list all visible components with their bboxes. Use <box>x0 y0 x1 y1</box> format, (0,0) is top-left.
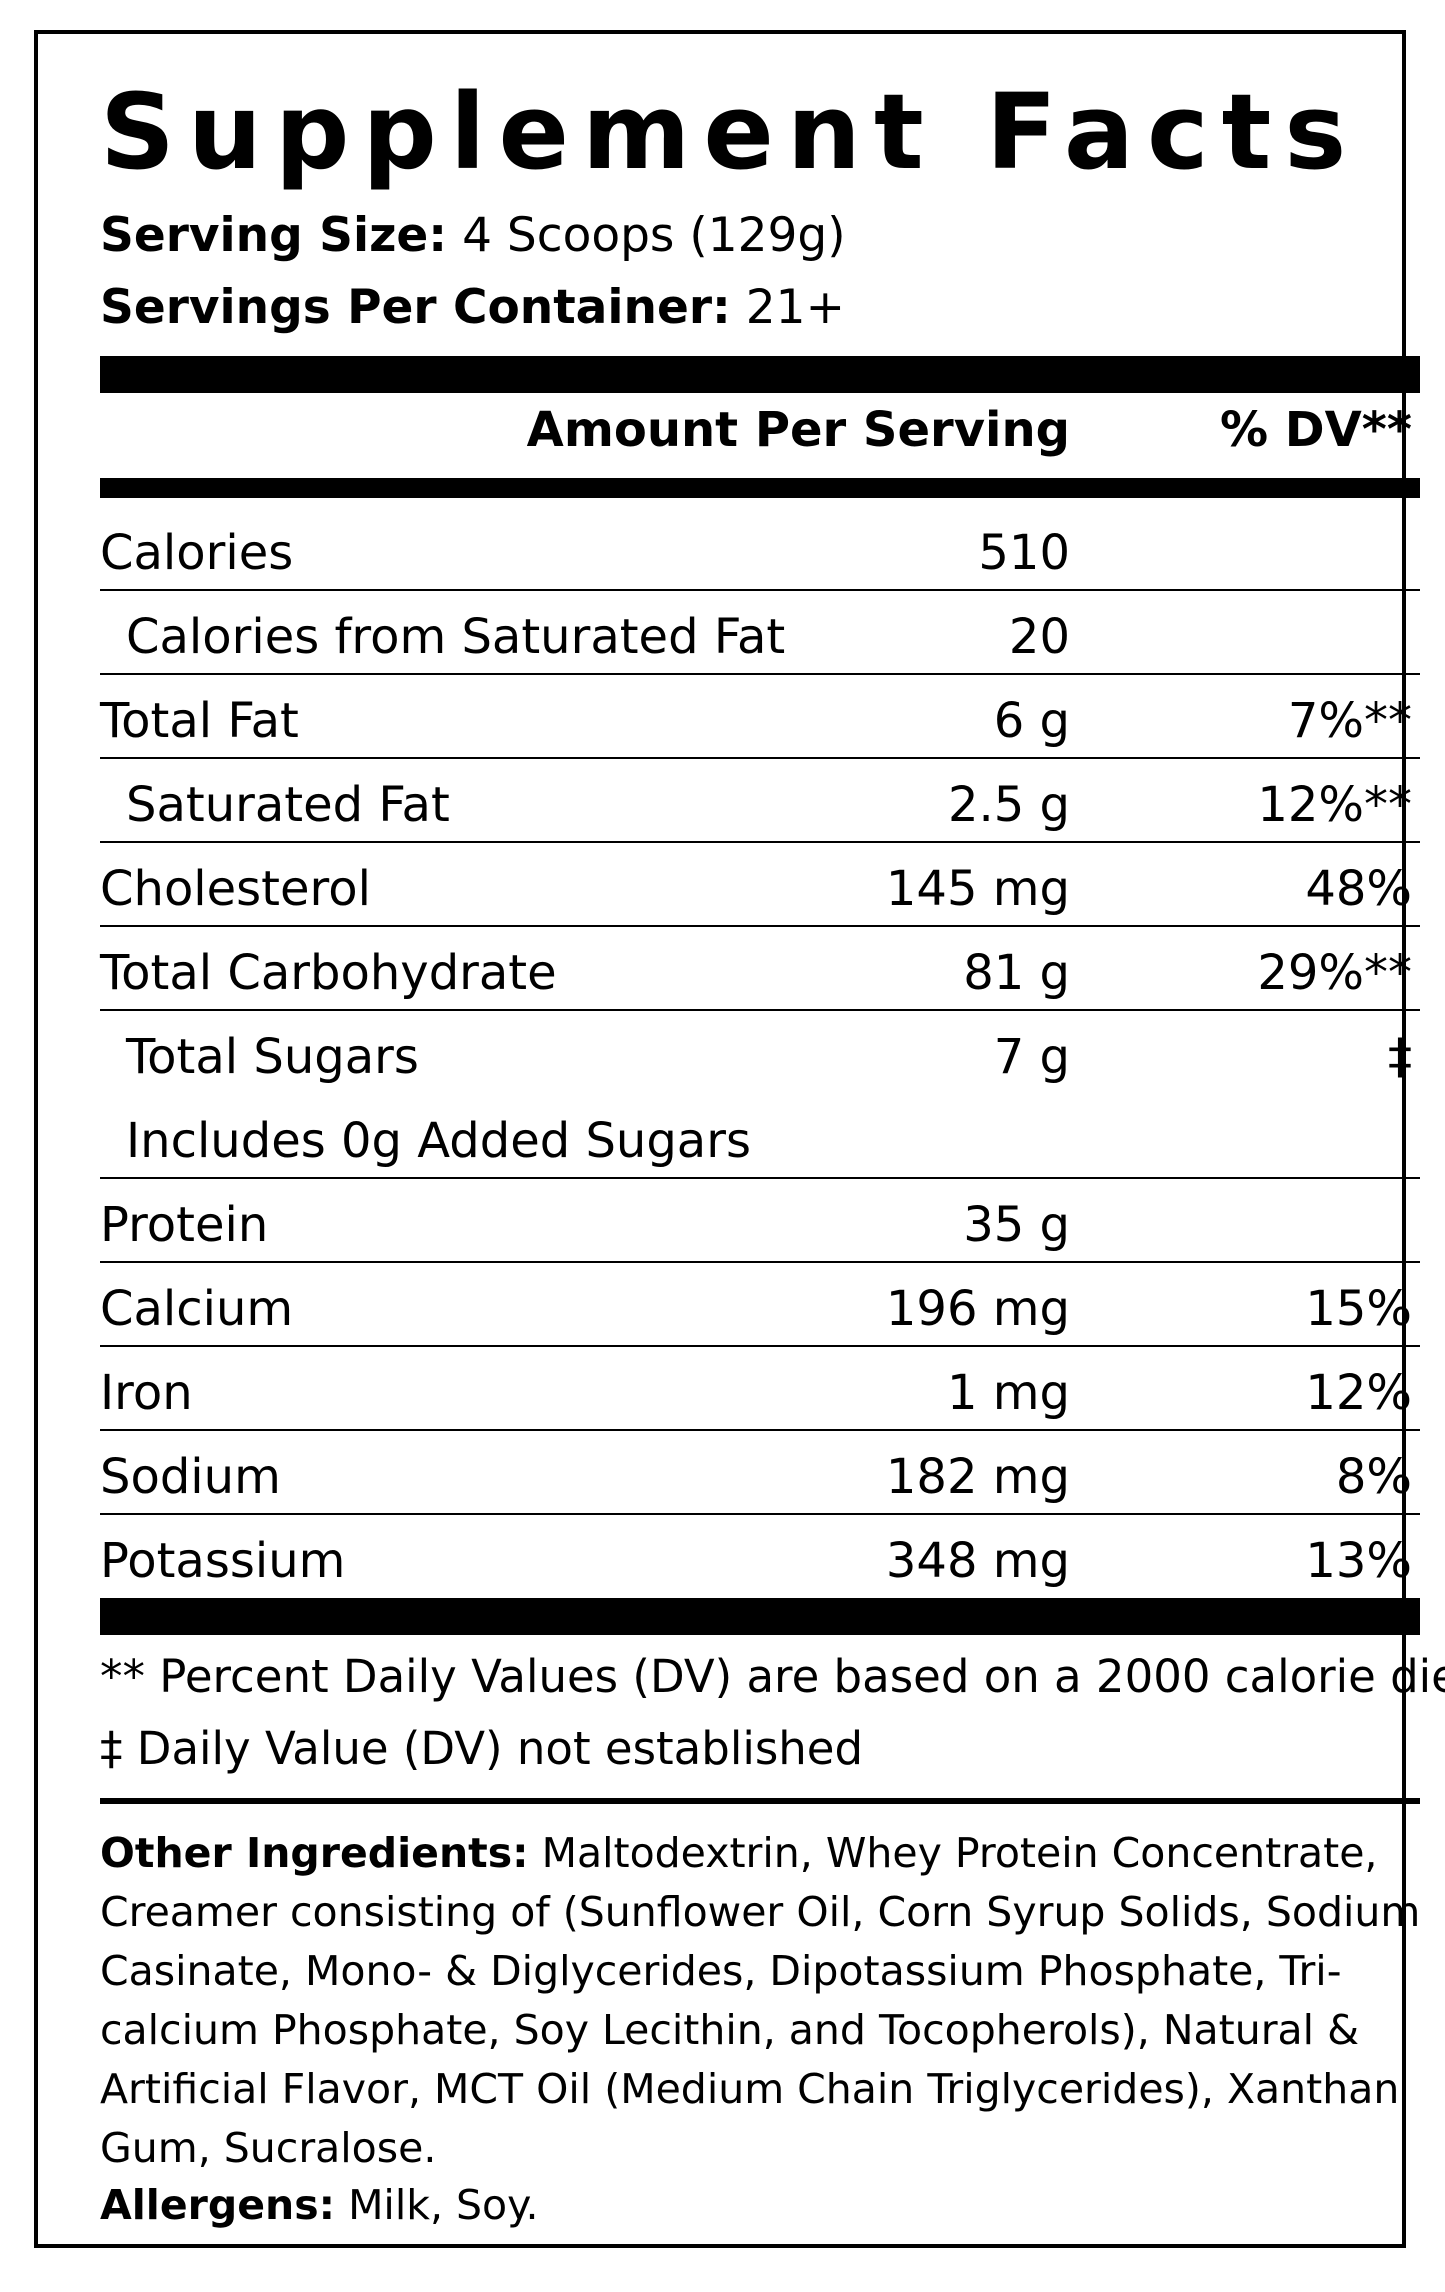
row-divider <box>100 673 1420 675</box>
nutrient-amount: 182 mg <box>885 1449 1070 1505</box>
nutrient-amount: 20 <box>1008 609 1070 665</box>
nutrient-row: Potassium 348 mg 13% <box>100 1515 1420 1599</box>
nutrient-name: Protein <box>100 1197 269 1253</box>
bottom-thick-rule <box>100 1598 1420 1635</box>
row-divider <box>100 757 1420 759</box>
row-divider <box>100 1177 1420 1179</box>
nutrient-name: Includes 0g Added Sugars <box>126 1113 751 1169</box>
nutrient-name: Iron <box>100 1365 193 1421</box>
serving-size-value: 4 Scoops (129g) <box>462 208 846 263</box>
nutrient-row: Total Sugars 7 g ‡ <box>100 1011 1420 1095</box>
nutrient-amount: 145 mg <box>885 861 1070 917</box>
row-divider <box>100 1261 1420 1263</box>
nutrient-row: Total Fat 6 g 7%** <box>100 675 1420 759</box>
allergens-text: Milk, Soy. <box>348 2181 539 2229</box>
nutrient-percent-dv: 7%** <box>1287 693 1412 749</box>
nutrient-amount: 1 mg <box>946 1365 1070 1421</box>
header-thick-rule <box>100 478 1420 498</box>
nutrient-percent-dv: 48% <box>1305 861 1412 917</box>
nutrient-amount: 348 mg <box>885 1533 1070 1589</box>
nutrient-row: Iron 1 mg 12% <box>100 1347 1420 1431</box>
servings-per-container-value: 21+ <box>745 280 845 335</box>
nutrient-name: Calories from Saturated Fat <box>126 609 786 665</box>
other-ingredients-text: Maltodextrin, Whey Protein Concentrate, … <box>100 1829 1421 2172</box>
row-divider <box>100 841 1420 843</box>
serving-size-label: Serving Size: <box>100 208 448 263</box>
nutrient-row: Total Carbohydrate 81 g 29%** <box>100 927 1420 1011</box>
nutrient-percent-dv: 12%** <box>1257 777 1412 833</box>
panel-title: Supplement Facts <box>100 71 1360 193</box>
nutrient-row: Includes 0g Added Sugars <box>100 1095 1420 1179</box>
nutrient-name: Total Sugars <box>126 1029 419 1085</box>
allergens: Allergens: Milk, Soy. <box>100 2176 539 2235</box>
nutrient-name: Total Carbohydrate <box>100 945 557 1001</box>
nutrient-amount: 81 g <box>963 945 1070 1001</box>
nutrient-name: Total Fat <box>100 693 299 749</box>
other-ingredients-label: Other Ingredients: <box>100 1829 529 1877</box>
nutrient-row: Protein 35 g <box>100 1179 1420 1263</box>
servings-per-container: Servings Per Container: 21+ <box>100 284 845 331</box>
top-thick-rule <box>100 356 1420 393</box>
row-divider <box>100 1429 1420 1431</box>
nutrient-amount: 2.5 g <box>947 777 1070 833</box>
nutrient-row: Calcium 196 mg 15% <box>100 1263 1420 1347</box>
nutrient-amount: 510 <box>978 525 1070 581</box>
row-divider <box>100 1513 1420 1515</box>
other-ingredients: Other Ingredients: Maltodextrin, Whey Pr… <box>100 1824 1430 2178</box>
nutrient-percent-dv: 29%** <box>1257 945 1412 1001</box>
ingredients-rule <box>100 1798 1420 1804</box>
nutrient-row: Saturated Fat 2.5 g 12%** <box>100 759 1420 843</box>
footnote-dv-not-established: ‡ Daily Value (DV) not established <box>100 1722 864 1775</box>
nutrient-row: Sodium 182 mg 8% <box>100 1431 1420 1515</box>
header-amount-per-serving: Amount Per Serving <box>526 402 1070 458</box>
nutrient-percent-dv: 8% <box>1335 1449 1412 1505</box>
nutrient-row: Calories from Saturated Fat 20 <box>100 591 1420 675</box>
header-percent-dv: % DV** <box>1220 402 1412 458</box>
nutrient-row: Calories 510 <box>100 507 1420 591</box>
nutrient-percent-dv: 12% <box>1305 1365 1412 1421</box>
nutrient-name: Sodium <box>100 1449 281 1505</box>
nutrient-name: Calcium <box>100 1281 294 1337</box>
nutrient-amount: 35 g <box>963 1197 1070 1253</box>
nutrient-amount: 7 g <box>993 1029 1070 1085</box>
nutrient-amount: 6 g <box>993 693 1070 749</box>
footnote-percent-dv: ** Percent Daily Values (DV) are based o… <box>100 1650 1445 1703</box>
nutrient-name: Cholesterol <box>100 861 371 917</box>
nutrient-name: Calories <box>100 525 294 581</box>
nutrient-name: Saturated Fat <box>126 777 450 833</box>
servings-per-container-label: Servings Per Container: <box>100 280 731 335</box>
nutrient-percent-dv: 13% <box>1305 1533 1412 1589</box>
row-divider <box>100 925 1420 927</box>
supplement-facts-panel: Supplement Facts Serving Size: 4 Scoops … <box>34 30 1445 2248</box>
allergens-label: Allergens: <box>100 2181 336 2229</box>
nutrient-percent-dv: 15% <box>1305 1281 1412 1337</box>
nutrient-amount: 196 mg <box>885 1281 1070 1337</box>
row-divider <box>100 1009 1420 1011</box>
nutrient-row: Cholesterol 145 mg 48% <box>100 843 1420 927</box>
row-divider <box>100 589 1420 591</box>
nutrient-percent-dv: ‡ <box>1388 1029 1412 1085</box>
nutrient-name: Potassium <box>100 1533 346 1589</box>
serving-size: Serving Size: 4 Scoops (129g) <box>100 212 846 259</box>
row-divider <box>100 1345 1420 1347</box>
